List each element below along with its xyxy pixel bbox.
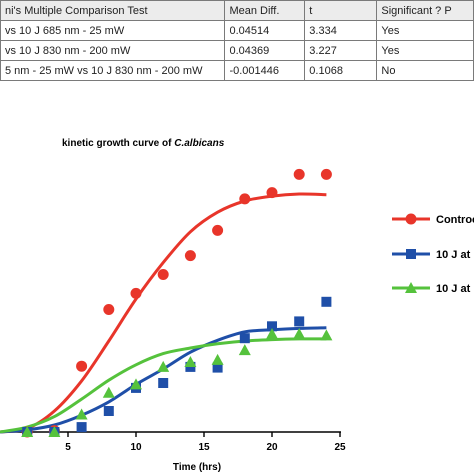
data-point <box>293 328 306 339</box>
x-tick-label: 25 <box>334 442 346 453</box>
data-point <box>320 329 333 341</box>
chart-title-species: C.albicans <box>174 138 224 149</box>
legend-marker <box>405 282 417 293</box>
table-header-cell: ni's Multiple Comparison Test <box>0 0 226 21</box>
chart-title-text: kinetic growth curve of <box>62 138 174 149</box>
table-cell: vs 10 J 830 nm - 200 mW <box>0 40 226 61</box>
data-point <box>266 187 278 199</box>
data-point <box>130 378 142 390</box>
data-point <box>212 224 224 236</box>
x-axis-label: Time (hrs) <box>173 462 221 473</box>
table-header-cell: t <box>304 0 378 21</box>
data-point <box>75 408 88 420</box>
legend-label: 10 J at <box>436 249 471 261</box>
chart-title: kinetic growth curve of C.albicans <box>62 138 225 149</box>
data-point <box>184 250 196 262</box>
data-point <box>212 362 223 373</box>
data-point <box>184 356 197 367</box>
fit-curves <box>0 192 327 434</box>
legend-marker <box>405 213 417 225</box>
data-point <box>320 168 332 180</box>
table-header-cell: Mean Diff. <box>224 0 306 21</box>
x-tick-label: 10 <box>130 442 142 453</box>
table-cell: No <box>376 60 474 81</box>
table-cell: -0.001446 <box>224 60 306 81</box>
data-point <box>48 426 61 437</box>
data-point <box>267 321 277 332</box>
data-point <box>76 360 88 372</box>
table-row: 5 nm - 25 mW vs 10 J 830 nm - 200 mW -0.… <box>0 60 474 81</box>
legend-marker <box>406 249 416 259</box>
data-point <box>21 426 34 437</box>
chart-legend: Controo 10 J at 10 J at <box>392 213 474 295</box>
data-point <box>239 333 250 344</box>
data-point <box>130 287 142 299</box>
data-point <box>158 378 169 388</box>
table-cell: 3.227 <box>304 40 378 61</box>
table-row: vs 10 J 830 nm - 200 mW 0.04369 3.227 Ye… <box>0 40 474 61</box>
data-point <box>293 168 305 180</box>
table-cell: 0.1068 <box>304 60 378 81</box>
data-points <box>21 168 333 438</box>
x-tick-label: 15 <box>198 442 210 453</box>
legend-label: 10 J at <box>436 283 471 295</box>
x-tick-label: 5 <box>65 442 71 453</box>
data-point <box>102 386 115 398</box>
data-point <box>211 353 224 365</box>
comparison-table: ni's Multiple Comparison Test Mean Diff.… <box>0 0 474 81</box>
data-point <box>157 360 170 372</box>
data-point <box>76 422 87 433</box>
data-point <box>103 304 115 315</box>
data-point <box>238 344 251 356</box>
fit-curve <box>0 192 327 434</box>
x-tick-label: 20 <box>266 442 278 453</box>
data-point <box>239 193 251 205</box>
fit-curve <box>0 337 327 434</box>
data-point <box>321 296 332 307</box>
table-cell: 3.334 <box>304 20 378 41</box>
legend-label: Controo <box>436 214 474 226</box>
table-header-row: ni's Multiple Comparison Test Mean Diff.… <box>0 0 474 21</box>
data-point <box>294 316 305 327</box>
data-point <box>157 269 169 280</box>
data-point <box>103 406 114 416</box>
table-cell: 5 nm - 25 mW vs 10 J 830 nm - 200 mW <box>0 60 226 81</box>
data-point <box>266 328 278 339</box>
